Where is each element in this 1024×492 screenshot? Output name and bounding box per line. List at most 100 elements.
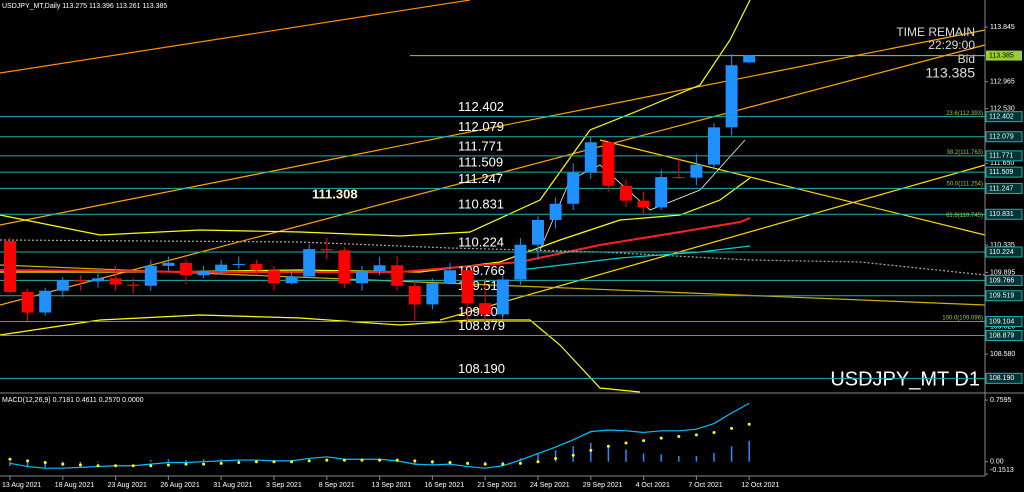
candle-body	[408, 285, 421, 305]
time-remain-label: TIME REMAIN	[896, 25, 975, 39]
candle-body	[391, 265, 404, 286]
level-axis-box	[985, 246, 1023, 258]
x-tick-label: 8 Sep 2021	[319, 482, 355, 489]
trend-line	[0, 29, 986, 226]
chart-header: USDJPY_MT,Daily 113.275 113.396 113.261 …	[2, 3, 167, 10]
macd-header: MACD(12,26,9) 0.7181 0.4611 0.2570 0.000…	[2, 397, 144, 404]
candle-body	[461, 270, 474, 304]
level-axis-box	[985, 274, 1023, 286]
candle-body	[320, 249, 333, 251]
candle-body	[444, 270, 456, 284]
signal-dot	[149, 464, 153, 468]
signal-dot	[659, 436, 663, 440]
fib-label: 100.0(109.096)	[942, 316, 983, 322]
x-tick-label: 23 Aug 2021	[108, 482, 147, 489]
candle-body	[250, 264, 263, 271]
x-tick-label: 16 Sep 2021	[424, 482, 464, 489]
signal-dot	[61, 462, 65, 466]
level-label: 111.509	[458, 155, 503, 170]
level-label: 110.224	[458, 234, 504, 249]
candle-body	[373, 265, 386, 271]
signal-dot	[571, 453, 575, 457]
candle-body	[197, 270, 210, 276]
candle-body	[356, 270, 368, 284]
signal-dot	[430, 460, 434, 464]
signal-dot	[536, 460, 540, 464]
signal-dot	[78, 463, 82, 467]
level-label: 112.079	[458, 119, 504, 134]
y-tick-label: 112.965	[990, 79, 1015, 86]
signal-dot	[184, 462, 188, 466]
x-tick-label: 31 Aug 2021	[213, 482, 252, 489]
y-tick-label: 111.650	[990, 160, 1014, 167]
candle-body	[144, 265, 157, 286]
candle-body	[620, 185, 632, 201]
signal-dot	[395, 458, 399, 462]
x-tick-label: 26 Aug 2021	[160, 482, 199, 489]
candle-body	[479, 303, 492, 315]
level-axis-label: 110.224	[989, 249, 1014, 256]
level-axis-label: 112.402	[989, 114, 1014, 121]
y-tick-label: 113.845	[990, 24, 1015, 31]
candle-body	[584, 142, 597, 173]
signal-dot	[730, 426, 734, 430]
level-axis-label: 111.509	[989, 169, 1013, 176]
signal-dot	[624, 441, 628, 445]
level-axis-label: 108.879	[989, 332, 1014, 339]
level-axis-box	[985, 111, 1023, 123]
level-label: 111.247	[458, 171, 503, 186]
fib-label: 50.0(111.254)	[947, 182, 983, 188]
bollinger-lower	[0, 314, 641, 393]
candle-body	[232, 264, 245, 266]
bid-value: 113.385	[925, 65, 975, 81]
signal-dot	[378, 458, 382, 462]
candle-body	[690, 164, 703, 178]
level-axis-box	[985, 330, 1023, 342]
signal-dot	[325, 458, 329, 462]
level-label: 112.402	[458, 99, 504, 114]
price-label: 111.308	[312, 186, 358, 201]
candle-body	[74, 280, 87, 282]
signal-dot	[413, 459, 417, 463]
moving-average	[0, 217, 751, 273]
candle-body	[532, 219, 544, 245]
level-axis-label: 110.831	[989, 211, 1014, 218]
trend-line	[0, 0, 471, 74]
x-tick-label: 4 Oct 2021	[636, 482, 670, 489]
level-axis-label: 109.104	[989, 318, 1014, 325]
bid-axis-label: 113.385	[989, 52, 1014, 59]
signal-dot	[712, 430, 716, 434]
signal-dot	[518, 461, 522, 465]
level-axis-box	[985, 150, 1023, 162]
signal-dot	[554, 456, 558, 460]
x-tick-label: 13 Aug 2021	[2, 482, 41, 489]
candle-body	[39, 290, 52, 313]
level-axis-label: 109.766	[989, 277, 1014, 284]
candle-body	[109, 278, 122, 285]
candle-body	[303, 249, 316, 277]
signal-dot	[589, 448, 593, 452]
candle-body	[127, 284, 140, 286]
signal-dot	[642, 439, 646, 443]
candle-body	[655, 177, 668, 208]
candle-body	[56, 280, 69, 291]
signal-dot	[360, 458, 364, 462]
signal-dot	[694, 433, 698, 437]
symbol-label: USDJPY_MT D1	[830, 368, 980, 390]
candle-body	[215, 264, 228, 271]
candle-body	[92, 278, 104, 282]
signal-dot	[272, 460, 276, 464]
y-tick-label: 108.580	[990, 351, 1015, 358]
level-axis-label: 111.247	[989, 185, 1013, 192]
signal-dot	[219, 461, 223, 465]
candle-body	[496, 279, 509, 315]
level-label: 108.190	[458, 361, 505, 376]
signal-dot	[166, 463, 170, 467]
y-tick-label: 109.895	[990, 269, 1015, 276]
x-tick-label: 24 Sep 2021	[530, 482, 570, 489]
bollinger-upper	[0, 0, 751, 237]
signal-dot	[96, 464, 100, 468]
signal-dot	[501, 462, 505, 466]
